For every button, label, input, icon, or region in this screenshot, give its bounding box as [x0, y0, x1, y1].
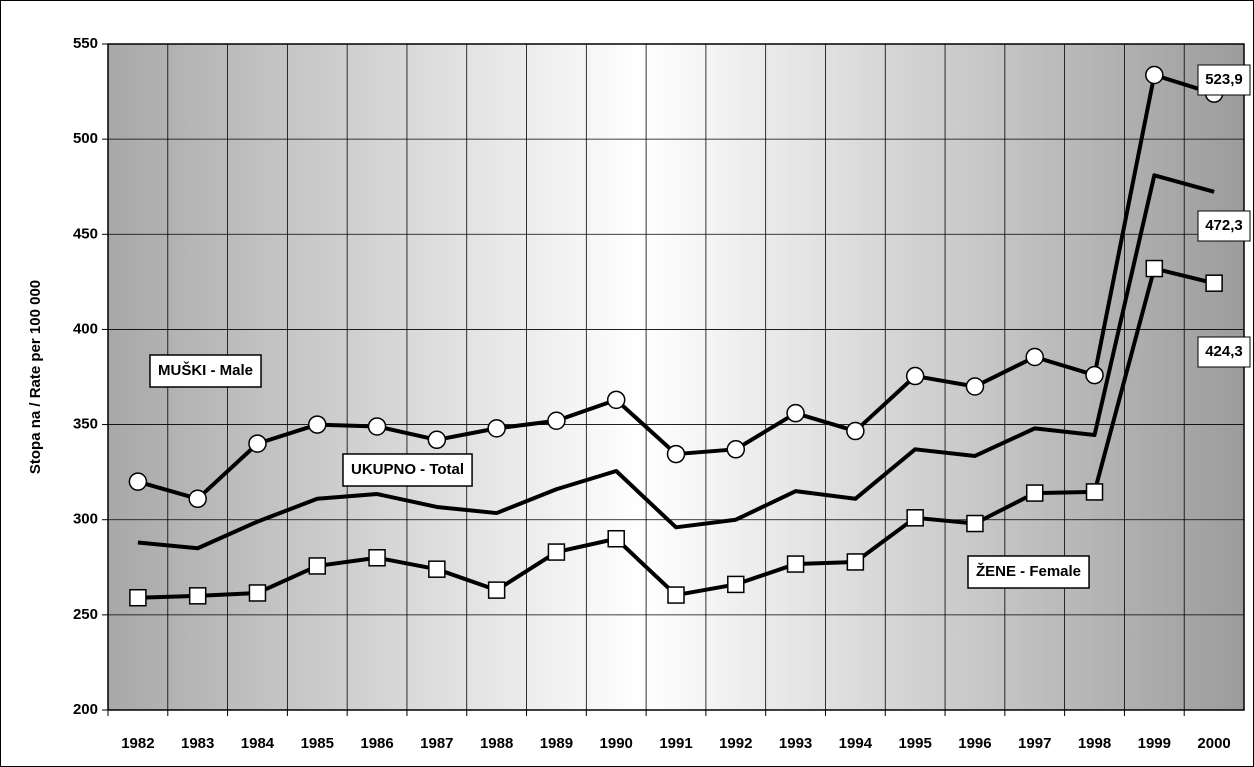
- x-tick-label: 1992: [719, 735, 752, 752]
- marker: [248, 434, 267, 453]
- marker: [428, 560, 446, 578]
- x-tick-label: 1982: [121, 735, 154, 752]
- x-tick-label: 1989: [540, 735, 573, 752]
- value-label: 523,9: [1205, 71, 1243, 88]
- y-tick-label: 350: [73, 416, 98, 433]
- marker: [726, 440, 746, 459]
- marker: [1145, 259, 1164, 278]
- marker: [547, 411, 566, 431]
- series-name-box: [967, 555, 1090, 589]
- marker: [188, 587, 207, 605]
- x-tick-label: 1998: [1078, 735, 1111, 752]
- marker: [607, 529, 625, 548]
- value-label-box: [1197, 64, 1251, 96]
- series-name-box: [149, 354, 262, 388]
- x-tick-label: 1990: [600, 735, 633, 752]
- series-name: UKUPNO - Total: [351, 461, 464, 478]
- x-tick-label: 1993: [779, 735, 812, 752]
- marker: [846, 421, 865, 441]
- y-tick-label: 450: [73, 225, 98, 242]
- marker: [846, 553, 865, 571]
- y-tick-label: 550: [73, 35, 98, 52]
- plot-border: [107, 43, 1245, 711]
- x-tick-label: 1986: [360, 735, 393, 752]
- marker: [487, 419, 506, 438]
- marker: [666, 444, 686, 464]
- marker: [1025, 347, 1044, 367]
- marker: [427, 430, 447, 450]
- marker: [966, 514, 984, 533]
- value-label-box: [1197, 336, 1251, 368]
- marker: [129, 588, 147, 607]
- y-tick-label: 400: [73, 320, 98, 337]
- value-label: 472,3: [1205, 217, 1243, 234]
- x-tick-label: 1999: [1138, 735, 1171, 752]
- x-tick-label: 1987: [420, 735, 453, 752]
- x-tick-label: 1995: [898, 735, 931, 752]
- x-tick-label: 1984: [241, 735, 275, 752]
- marker: [368, 549, 386, 567]
- y-tick-label: 250: [73, 606, 98, 623]
- value-label: 424,3: [1205, 343, 1243, 360]
- y-axis-label: Stopa na / Rate per 100 000: [27, 280, 44, 474]
- series-name-box: [342, 453, 473, 487]
- series-name: MUŠKI - Male: [158, 361, 253, 379]
- marker: [1205, 274, 1223, 292]
- y-tick-label: 500: [73, 130, 98, 147]
- value-label-box: [1197, 210, 1251, 242]
- marker: [727, 575, 745, 594]
- marker: [905, 366, 925, 386]
- marker: [786, 403, 805, 423]
- marker: [1085, 365, 1104, 385]
- marker: [606, 390, 626, 410]
- plot-area: [108, 44, 1244, 710]
- x-tick-label: 1983: [181, 735, 214, 752]
- x-tick-label: 1996: [958, 735, 991, 752]
- y-tick-label: 300: [73, 511, 98, 528]
- marker: [188, 489, 207, 509]
- x-tick-label: 1994: [839, 735, 873, 752]
- marker: [128, 472, 148, 491]
- marker: [308, 557, 327, 575]
- marker: [248, 584, 267, 602]
- marker: [1085, 483, 1104, 501]
- x-tick-label: 1985: [301, 735, 334, 752]
- x-tick-label: 1991: [659, 735, 692, 752]
- y-tick-label: 200: [73, 701, 98, 718]
- x-tick-label: 1988: [480, 735, 513, 752]
- marker: [308, 415, 327, 434]
- marker: [1025, 484, 1044, 502]
- x-tick-label: 1997: [1018, 735, 1051, 752]
- marker: [965, 377, 985, 396]
- marker: [367, 417, 387, 436]
- marker: [547, 543, 566, 561]
- series-name: ŽENE - Female: [976, 562, 1081, 580]
- marker: [1145, 65, 1164, 85]
- marker: [786, 555, 805, 573]
- x-tick-label: 2000: [1197, 735, 1230, 752]
- marker: [487, 581, 506, 599]
- marker: [667, 586, 685, 604]
- series-line: [137, 173, 1215, 551]
- marker: [906, 509, 924, 527]
